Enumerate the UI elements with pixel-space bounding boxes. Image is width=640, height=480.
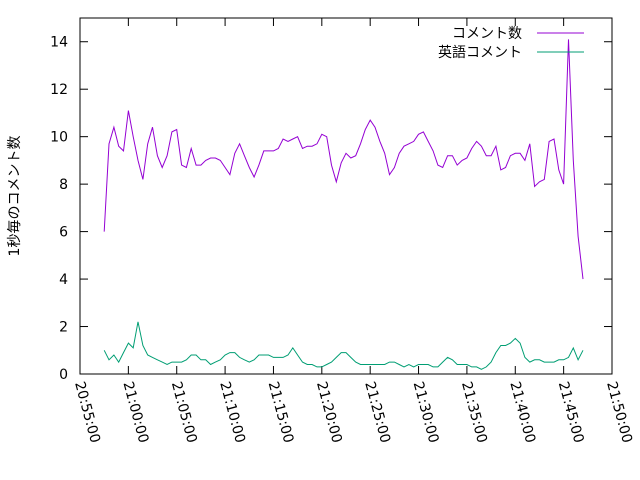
x-tick-label: 21:25:00 xyxy=(361,380,393,445)
y-axis-label: 1秒毎のコメント数 xyxy=(7,136,23,257)
y-tick-label: 4 xyxy=(59,272,68,288)
x-tick-label: 21:35:00 xyxy=(458,380,490,445)
x-tick-label: 21:20:00 xyxy=(313,380,345,445)
plot-frame xyxy=(79,17,613,375)
y-tick-label: 0 xyxy=(59,367,68,383)
x-tick-label: 21:30:00 xyxy=(410,380,442,445)
y-tick-label: 2 xyxy=(59,320,68,336)
legend-label-0: コメント数 xyxy=(452,26,522,42)
y-tick-label: 12 xyxy=(50,82,68,98)
y-tick-label: 10 xyxy=(50,130,68,146)
y-tick-label: 8 xyxy=(59,177,68,193)
x-tick-label: 21:10:00 xyxy=(216,380,248,445)
series-line-1 xyxy=(103,321,584,370)
plot-border xyxy=(79,17,613,375)
y-tick-label: 6 xyxy=(59,225,68,241)
y-tick-label: 14 xyxy=(50,35,68,51)
legend-label-1: 英語コメント xyxy=(438,44,522,61)
x-tick-label: 21:15:00 xyxy=(265,380,297,445)
series-line-0 xyxy=(103,39,584,280)
x-tick-label: 21:05:00 xyxy=(168,380,200,445)
x-tick-label: 21:40:00 xyxy=(506,380,538,445)
y-axis: 0 2 4 6 8 10 12 14 xyxy=(50,35,612,383)
x-tick-label: 21:45:00 xyxy=(555,380,587,445)
x-axis: 20:55:00 21:00:00 21:05:00 21:10:00 21:15:00… xyxy=(71,18,635,445)
x-tick-label: 21:00:00 xyxy=(119,380,151,445)
x-tick-label: 20:55:00 xyxy=(71,380,103,445)
x-tick-label: 21:50:00 xyxy=(603,380,635,445)
series-group xyxy=(103,39,584,370)
